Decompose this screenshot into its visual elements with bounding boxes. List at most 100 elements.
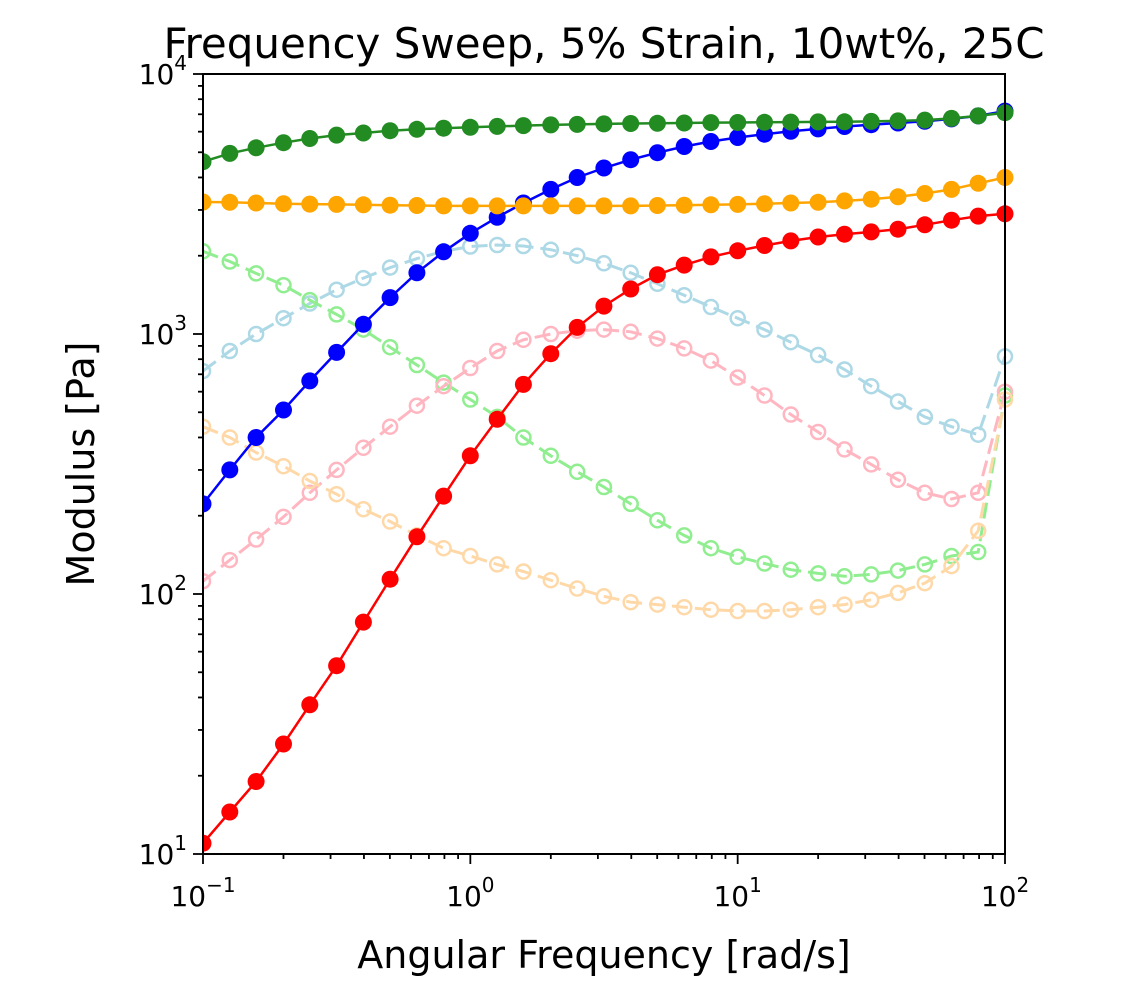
series-3-point bbox=[782, 113, 800, 131]
series-7-point bbox=[515, 331, 532, 349]
series-1-point bbox=[408, 528, 426, 546]
series-3-point bbox=[203, 153, 212, 171]
series-1-point bbox=[729, 242, 747, 260]
series-5-point bbox=[702, 298, 720, 316]
y-tick-label: 104 bbox=[139, 51, 187, 91]
series-7-point bbox=[675, 340, 693, 357]
series-6-point bbox=[515, 429, 532, 446]
series-7-point bbox=[756, 387, 773, 404]
series-5-point bbox=[836, 361, 853, 378]
series-8-point bbox=[756, 602, 773, 620]
series-6-point bbox=[782, 561, 800, 578]
series-2-point bbox=[203, 495, 212, 513]
series-7-point bbox=[435, 377, 452, 395]
series-1-point bbox=[889, 220, 907, 238]
series-1-point bbox=[328, 657, 346, 675]
series-8-point bbox=[702, 601, 720, 618]
series-5-point bbox=[675, 286, 693, 304]
series-6 bbox=[203, 243, 1014, 585]
series-8-point bbox=[782, 601, 800, 618]
series-8-line bbox=[203, 399, 1007, 613]
series-1-point bbox=[568, 318, 586, 336]
x-axis-label: Angular Frequency [rad/s] bbox=[357, 933, 851, 977]
series-5-point bbox=[622, 264, 639, 282]
series-5-point bbox=[916, 408, 934, 426]
series-1-point bbox=[916, 216, 934, 234]
series-3-point bbox=[542, 116, 560, 134]
series-8-point bbox=[809, 598, 827, 616]
series-1-point bbox=[969, 207, 987, 225]
series-8 bbox=[203, 391, 1014, 620]
series-8-point bbox=[301, 472, 319, 490]
series-4-point bbox=[595, 197, 613, 215]
series-3-point bbox=[836, 113, 853, 131]
series-1-point bbox=[514, 375, 532, 393]
series-8-point bbox=[862, 591, 880, 609]
series-8-point bbox=[969, 522, 987, 540]
series-4-point bbox=[568, 197, 586, 215]
series-6-point bbox=[568, 463, 586, 481]
series-4-point bbox=[675, 196, 693, 214]
series-7-point bbox=[729, 369, 746, 386]
series-8-point bbox=[916, 574, 934, 592]
series-6-point bbox=[301, 291, 319, 309]
series-2-point bbox=[301, 372, 319, 390]
series-6-point bbox=[675, 527, 693, 544]
series-6-point bbox=[702, 539, 720, 557]
series-1-point bbox=[488, 410, 506, 428]
series-2-point bbox=[221, 461, 239, 479]
series-4-point bbox=[622, 197, 640, 215]
series-6-point bbox=[247, 265, 265, 282]
series-4-point bbox=[354, 196, 372, 214]
series-4-point bbox=[729, 195, 747, 213]
series-2-point bbox=[328, 343, 346, 361]
series-8-point bbox=[836, 596, 853, 613]
series-3-point bbox=[275, 134, 292, 152]
series-3-point bbox=[328, 126, 346, 144]
series-5-point bbox=[515, 237, 532, 255]
series-3-point bbox=[889, 112, 907, 130]
series-1-point bbox=[836, 225, 853, 243]
series-8-point bbox=[889, 584, 907, 602]
series-7-point bbox=[862, 456, 880, 473]
series-2-point bbox=[435, 243, 453, 261]
series-7-point bbox=[943, 490, 960, 508]
series-8-point bbox=[675, 598, 693, 616]
series-4-point bbox=[435, 197, 453, 215]
series-1-point bbox=[435, 487, 453, 505]
series-7-point bbox=[542, 325, 560, 343]
series-2-point bbox=[756, 125, 773, 143]
series-3-point bbox=[648, 114, 666, 132]
series-5-point bbox=[355, 269, 372, 287]
series-1-point bbox=[943, 211, 960, 229]
series-3-point bbox=[969, 107, 987, 125]
series-8-point bbox=[542, 571, 560, 589]
series-1 bbox=[203, 205, 1014, 852]
series-6-point bbox=[809, 565, 827, 582]
series-4-point bbox=[889, 188, 907, 206]
series-1-point bbox=[203, 834, 212, 852]
series-6-point bbox=[203, 243, 212, 260]
series-7 bbox=[203, 321, 1014, 590]
series-5-point bbox=[275, 309, 292, 327]
series-2-point bbox=[461, 224, 479, 242]
series-8-point bbox=[381, 513, 399, 530]
series-3-point bbox=[729, 114, 747, 131]
series-1-point bbox=[247, 773, 265, 790]
series-4-point bbox=[542, 197, 560, 215]
series-1-point bbox=[622, 280, 640, 298]
series-8-point bbox=[488, 556, 506, 573]
series-5-point bbox=[943, 418, 960, 435]
series-8-point bbox=[203, 418, 212, 435]
series-8-point bbox=[595, 588, 613, 605]
series-1-point bbox=[275, 735, 292, 753]
series-6-point bbox=[916, 556, 934, 573]
series-5-point bbox=[889, 393, 907, 410]
series-7-point bbox=[702, 352, 720, 369]
series-3-point bbox=[675, 114, 693, 132]
series-6-point bbox=[462, 391, 479, 408]
series-3-point bbox=[595, 115, 613, 133]
series-6-point bbox=[595, 478, 613, 496]
series-2-point bbox=[622, 151, 640, 169]
